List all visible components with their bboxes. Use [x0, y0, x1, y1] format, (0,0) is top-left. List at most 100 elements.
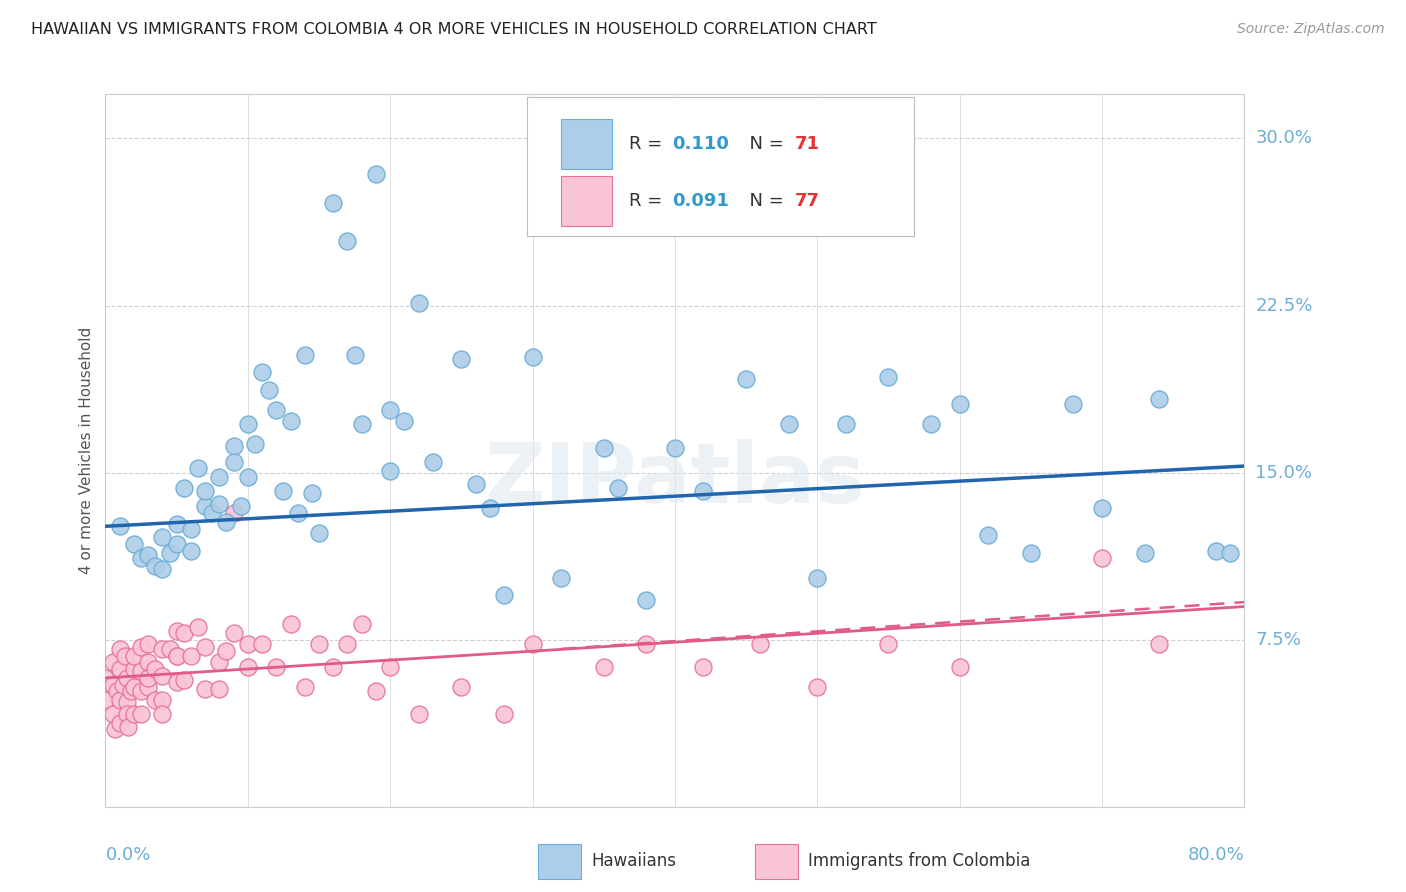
Point	[136, 671, 159, 685]
Point	[464, 477, 486, 491]
Point	[129, 706, 152, 721]
Point	[301, 485, 323, 500]
Point	[877, 369, 900, 384]
Point	[173, 482, 195, 496]
Point	[1091, 550, 1114, 565]
Point	[143, 662, 166, 676]
Point	[101, 678, 124, 692]
Text: Immigrants from Colombia: Immigrants from Colombia	[808, 852, 1031, 870]
Point	[236, 637, 259, 651]
Point	[257, 384, 280, 398]
Point	[250, 637, 273, 651]
Point	[806, 680, 828, 694]
Point	[592, 442, 614, 455]
Point	[194, 483, 217, 498]
Point	[180, 521, 202, 535]
Point	[94, 671, 117, 685]
Point	[129, 550, 152, 565]
Point	[108, 715, 131, 730]
Point	[120, 684, 142, 698]
Point	[166, 624, 188, 639]
FancyBboxPatch shape	[538, 845, 582, 879]
Point	[173, 673, 195, 688]
Text: ZIPatlas: ZIPatlas	[485, 439, 865, 519]
Point	[322, 660, 344, 674]
Point	[394, 414, 416, 429]
Point	[692, 483, 714, 498]
Point	[129, 640, 152, 654]
Text: R =: R =	[630, 135, 668, 153]
Point	[122, 706, 145, 721]
Point	[977, 528, 1000, 542]
Point	[222, 455, 245, 469]
Point	[350, 417, 373, 431]
Text: N =: N =	[738, 135, 789, 153]
Text: 22.5%: 22.5%	[1256, 296, 1313, 315]
Point	[492, 589, 515, 603]
Point	[636, 637, 658, 651]
Point	[778, 417, 800, 431]
Point	[273, 483, 295, 498]
Point	[592, 660, 614, 674]
Point	[749, 637, 772, 651]
Point	[152, 693, 174, 707]
Point	[208, 497, 231, 511]
Point	[143, 559, 166, 574]
Point	[1205, 544, 1227, 558]
Point	[835, 417, 858, 431]
Point	[422, 455, 444, 469]
Point	[152, 706, 174, 721]
Point	[243, 436, 266, 450]
Point	[664, 442, 686, 455]
Point	[114, 648, 136, 663]
Point	[194, 500, 217, 514]
Point	[308, 637, 330, 651]
Point	[101, 655, 124, 669]
Point	[236, 417, 259, 431]
Y-axis label: 4 or more Vehicles in Household: 4 or more Vehicles in Household	[79, 326, 94, 574]
Point	[194, 681, 217, 696]
Text: 0.0%: 0.0%	[105, 847, 150, 864]
Point	[152, 562, 174, 576]
Point	[948, 660, 970, 674]
Point	[122, 680, 145, 694]
Point	[108, 693, 131, 707]
Point	[115, 696, 138, 710]
Point	[108, 519, 131, 533]
Point	[336, 637, 359, 651]
Point	[877, 637, 900, 651]
Point	[1147, 392, 1170, 407]
Point	[136, 680, 159, 694]
Point	[166, 648, 188, 663]
Point	[408, 706, 430, 721]
Point	[264, 660, 288, 674]
Point	[478, 501, 501, 516]
Point	[364, 167, 387, 181]
Point	[108, 662, 131, 676]
Point	[920, 417, 942, 431]
Point	[550, 571, 572, 585]
Point	[187, 461, 209, 475]
Text: 80.0%: 80.0%	[1188, 847, 1244, 864]
Text: 7.5%: 7.5%	[1256, 631, 1302, 649]
Point	[136, 637, 159, 651]
Point	[287, 506, 309, 520]
Point	[222, 626, 245, 640]
Point	[166, 537, 188, 551]
FancyBboxPatch shape	[561, 119, 612, 169]
Text: 77: 77	[794, 192, 820, 210]
Point	[129, 664, 152, 679]
Point	[229, 500, 252, 514]
Point	[322, 195, 344, 210]
Point	[364, 684, 387, 698]
Text: Hawaiians: Hawaiians	[592, 852, 676, 870]
Point	[522, 350, 544, 364]
Point	[350, 617, 373, 632]
Point	[194, 640, 217, 654]
Point	[208, 655, 231, 669]
Point	[222, 439, 245, 453]
Point	[143, 693, 166, 707]
Point	[173, 626, 195, 640]
Point	[117, 720, 139, 734]
Point	[1219, 546, 1241, 560]
